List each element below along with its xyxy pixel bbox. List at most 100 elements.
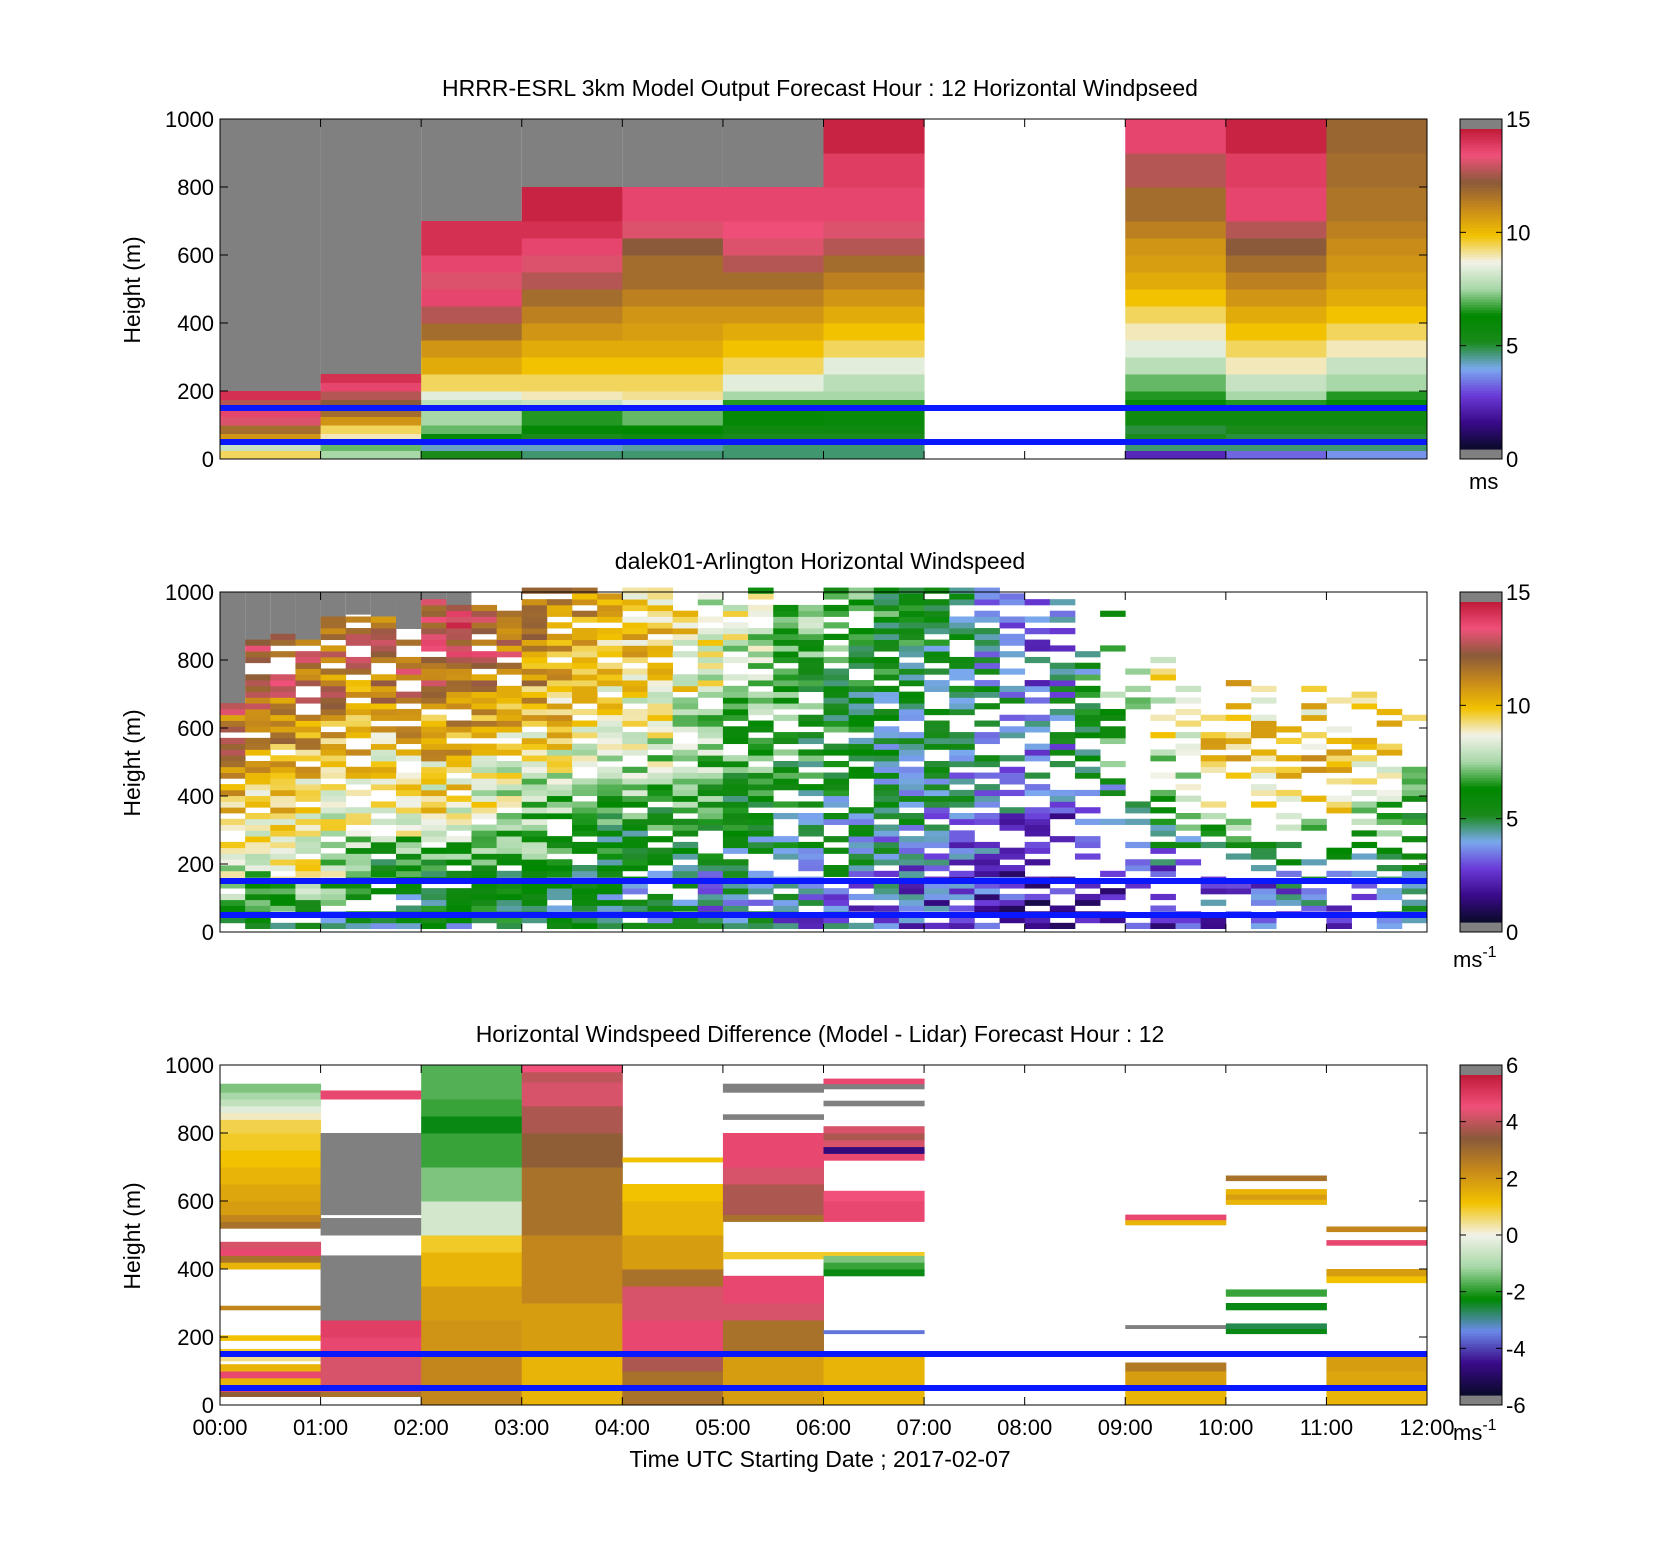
heatmap-cell: [496, 841, 523, 849]
heatmap-plot-area: [220, 119, 1428, 460]
heatmap-cell: [697, 882, 724, 889]
colorbar-swatch: [1460, 137, 1502, 141]
heatmap-cell: [421, 737, 447, 745]
colorbar-swatch: [1460, 1152, 1502, 1156]
heatmap-cell: [1376, 708, 1403, 716]
colorbar-swatch: [1460, 409, 1502, 413]
heatmap-cell: [1376, 789, 1403, 797]
heatmap-cell: [320, 801, 347, 808]
heatmap-cell: [320, 656, 347, 664]
heatmap-cell: [220, 1119, 322, 1134]
heatmap-cell: [446, 674, 472, 681]
colorbar-swatch: [1460, 828, 1502, 832]
x-tick-label: 01:00: [293, 1415, 348, 1440]
colorbar-swatch: [1460, 1347, 1502, 1351]
heatmap-cell: [396, 755, 422, 762]
y-tick-label: 1000: [165, 1053, 214, 1078]
heatmap-cell: [245, 824, 271, 831]
heatmap-cell: [974, 691, 1000, 698]
colorbar-swatch: [1460, 1107, 1502, 1111]
colorbar-unit-label: ms-1: [1453, 1417, 1497, 1445]
heatmap-cell: [245, 726, 271, 733]
heatmap-cell: [1250, 772, 1277, 779]
heatmap-cell: [396, 795, 422, 802]
heatmap-cell: [521, 807, 548, 814]
colorbar-swatch: [1460, 1211, 1502, 1215]
heatmap-cell: [421, 807, 447, 814]
heatmap-cell: [898, 755, 925, 762]
colorbar-swatch: [1460, 443, 1502, 447]
heatmap-cell: [220, 1167, 322, 1185]
heatmap-cell: [924, 824, 950, 831]
colorbar-swatch: [1460, 1195, 1502, 1199]
heatmap-cell: [672, 749, 699, 756]
colorbar-swatch: [1460, 820, 1502, 824]
colorbar-swatch: [1460, 1187, 1502, 1191]
colorbar-swatch: [1460, 1165, 1502, 1169]
heatmap-cell: [722, 778, 749, 785]
heatmap-cell: [345, 708, 372, 716]
heatmap-cell: [295, 743, 321, 750]
colorbar-swatch: [1460, 818, 1502, 822]
heatmap-cell: [1326, 1275, 1428, 1284]
heatmap-cell: [949, 599, 975, 606]
colorbar-swatch: [1460, 305, 1502, 309]
heatmap-cell: [572, 616, 598, 623]
heatmap-cell: [572, 841, 598, 849]
heatmap-cell: [320, 755, 347, 762]
colorbar-swatch: [1460, 342, 1502, 346]
heatmap-cell: [320, 893, 347, 901]
heatmap-cell: [521, 853, 548, 860]
heatmap-cell: [873, 633, 900, 640]
heatmap-cell: [773, 749, 799, 756]
heatmap-cell: [295, 668, 321, 675]
heatmap-cell: [521, 749, 548, 756]
colorbar-swatch: [1460, 158, 1502, 162]
heatmap-cell: [446, 685, 472, 693]
heatmap-cell: [521, 697, 548, 704]
heatmap-cell: [597, 853, 623, 860]
heatmap-cell: [1074, 674, 1101, 681]
heatmap-cell: [471, 859, 498, 866]
colorbar-swatch: [1460, 775, 1502, 779]
heatmap-cell: [521, 289, 623, 307]
heatmap-cell: [245, 680, 271, 687]
heatmap-cell: [1225, 442, 1327, 451]
heatmap-cell: [1225, 714, 1252, 721]
heatmap-cell: [245, 772, 271, 779]
heatmap-cell: [672, 651, 699, 658]
heatmap-cell: [672, 639, 699, 646]
heatmap-cell: [546, 662, 573, 669]
heatmap-cell: [295, 789, 321, 797]
heatmap-cell: [546, 766, 573, 773]
y-tick-label: 200: [177, 852, 214, 877]
heatmap-cell: [1401, 917, 1428, 924]
heatmap-cell: [1351, 737, 1378, 745]
heatmap-cell: [370, 633, 397, 640]
heatmap-cell: [898, 645, 925, 652]
heatmap-cell: [622, 221, 724, 239]
heatmap-cell: [898, 743, 925, 750]
heatmap-cell: [496, 622, 523, 629]
heatmap-cell: [974, 789, 1000, 797]
heatmap-cell: [1250, 685, 1277, 693]
heatmap-cell: [1175, 743, 1202, 750]
panel-title: Horizontal Windspeed Difference (Model -…: [476, 1021, 1165, 1047]
heatmap-cell: [471, 870, 498, 877]
heatmap-cell: [1351, 801, 1378, 808]
heatmap-cell: [572, 899, 598, 906]
heatmap-cell: [320, 685, 347, 693]
heatmap-cell: [1024, 893, 1051, 901]
heatmap-cell: [722, 391, 824, 400]
colorbar-swatch: [1460, 639, 1502, 643]
heatmap-cell: [798, 616, 824, 623]
heatmap-cell: [1125, 238, 1227, 256]
heatmap-cell: [396, 893, 422, 901]
colorbar-swatch: [1460, 1091, 1502, 1095]
heatmap-cell: [647, 703, 674, 710]
heatmap-cell: [421, 801, 447, 808]
x-tick-label: 08:00: [997, 1415, 1052, 1440]
heatmap-cell: [722, 622, 749, 629]
heatmap-cell: [722, 633, 749, 640]
